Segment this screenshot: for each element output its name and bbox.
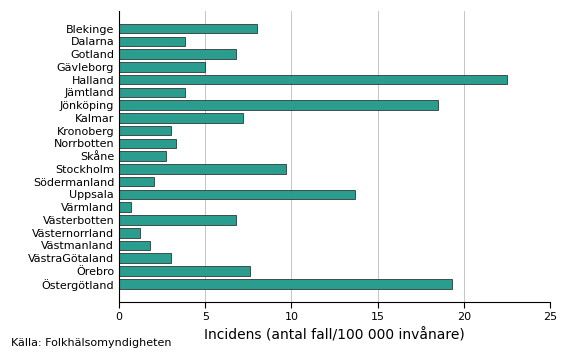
- Bar: [119, 164, 286, 174]
- Bar: [119, 49, 236, 59]
- Bar: [119, 126, 171, 136]
- Bar: [119, 253, 171, 263]
- Bar: [119, 228, 139, 237]
- Bar: [119, 37, 185, 46]
- Bar: [119, 62, 205, 72]
- Bar: [119, 88, 185, 97]
- Bar: [119, 241, 150, 250]
- Bar: [119, 215, 236, 225]
- Bar: [119, 152, 166, 161]
- Bar: [119, 177, 154, 186]
- X-axis label: Incidens (antal fall/100 000 invånare): Incidens (antal fall/100 000 invånare): [204, 328, 465, 342]
- Bar: [119, 100, 438, 110]
- Bar: [119, 190, 355, 199]
- Bar: [119, 279, 452, 289]
- Text: Källa: Folkhälsomyndigheten: Källa: Folkhälsomyndigheten: [11, 338, 172, 348]
- Bar: [119, 24, 257, 33]
- Bar: [119, 139, 176, 148]
- Bar: [119, 113, 243, 123]
- Bar: [119, 202, 131, 212]
- Bar: [119, 75, 507, 84]
- Bar: [119, 266, 250, 276]
